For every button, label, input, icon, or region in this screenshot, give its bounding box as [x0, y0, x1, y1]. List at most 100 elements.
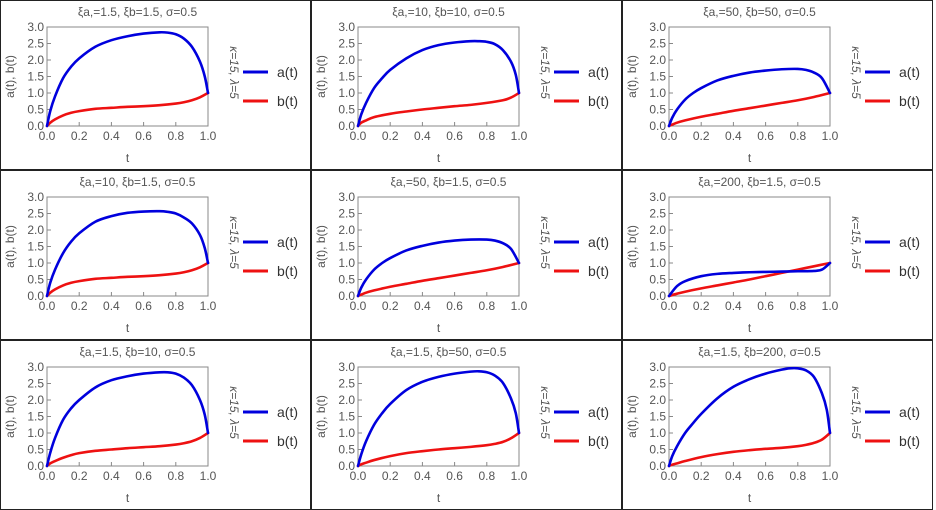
y-tick-label: 2.5: [649, 377, 666, 391]
y-tick-label: 3.0: [338, 190, 355, 204]
y-tick-label: 2.5: [338, 37, 355, 51]
series-line-a: [356, 238, 521, 298]
x-tick-label: 0.4: [103, 299, 120, 313]
chart-title: ξa,=200, ξb=1.5, σ=0.5: [698, 175, 821, 189]
x-tick-label: 1.0: [511, 469, 528, 483]
series-line-a: [45, 30, 210, 128]
x-tick-label: 0.2: [693, 469, 710, 483]
legend-label-b: b(t): [899, 263, 920, 279]
y-axis-label: a(t), b(t): [314, 55, 328, 98]
legend-label-b: b(t): [588, 263, 609, 279]
plot-frame: [46, 26, 209, 127]
legend-label-b: b(t): [588, 93, 609, 109]
x-tick-label: 0.0: [39, 129, 56, 143]
y-tick-label: 1.5: [27, 70, 44, 84]
x-axis-label: t: [126, 491, 130, 505]
series-line-b: [356, 431, 521, 468]
y-tick-label: 1.0: [338, 426, 355, 440]
y-tick-label: 3.0: [338, 20, 355, 34]
chart-title: ξa,=50, ξb=50, σ=0.5: [703, 5, 816, 19]
x-tick-label: 0.0: [39, 469, 56, 483]
x-tick-label: 0.8: [478, 129, 495, 143]
y-axis-label: a(t), b(t): [3, 225, 17, 268]
chart-title: ξa,=10, ξb=10, σ=0.5: [392, 5, 505, 19]
y-tick-label: 1.5: [649, 240, 666, 254]
y-tick-label: 0.5: [649, 443, 666, 457]
x-tick-label: 0.4: [725, 299, 742, 313]
y-tick-label: 3.0: [649, 20, 666, 34]
legend-label-a: a(t): [588, 64, 609, 80]
chart-title: ξa,=50, ξb=1.5, σ=0.5: [391, 175, 507, 189]
y-tick-label: 0.5: [649, 103, 666, 117]
panel-border: [622, 340, 933, 510]
panel-border: [311, 0, 622, 170]
x-tick-label: 1.0: [200, 469, 217, 483]
series-line-a: [667, 67, 832, 128]
y-tick-label: 3.0: [27, 20, 44, 34]
x-tick-label: 0.8: [478, 299, 495, 313]
legend-label-b: b(t): [588, 433, 609, 449]
x-tick-label: 0.2: [382, 129, 399, 143]
y-axis-label: a(t), b(t): [3, 55, 17, 98]
parameter-label: κ=15, λ=5: [538, 216, 552, 269]
y-tick-label: 1.0: [649, 256, 666, 270]
series-line-b: [45, 261, 210, 298]
y-tick-label: 2.5: [27, 207, 44, 221]
x-tick-label: 0.2: [693, 299, 710, 313]
legend-label-a: a(t): [277, 404, 298, 420]
x-tick-label: 0.4: [414, 129, 431, 143]
y-tick-label: 3.0: [27, 360, 44, 374]
panel-border: [622, 0, 933, 170]
legend-label-b: b(t): [277, 93, 298, 109]
y-tick-label: 0.0: [27, 289, 44, 303]
x-tick-label: 0.6: [446, 299, 463, 313]
y-tick-label: 2.5: [27, 37, 44, 51]
x-tick-label: 0.0: [661, 469, 678, 483]
series-line-b: [356, 91, 521, 128]
plot-frame: [46, 366, 209, 467]
y-tick-label: 1.5: [27, 410, 44, 424]
y-axis-label: a(t), b(t): [314, 225, 328, 268]
panel-border: [0, 170, 311, 340]
x-axis-label: t: [437, 321, 441, 335]
parameter-label: κ=15, λ=5: [849, 216, 863, 269]
legend-label-b: b(t): [277, 263, 298, 279]
chart-title: ξa,=10, ξb=1.5, σ=0.5: [80, 175, 196, 189]
y-tick-label: 2.0: [338, 53, 355, 67]
y-tick-label: 2.5: [338, 377, 355, 391]
x-axis-label: t: [748, 151, 752, 165]
x-axis-label: t: [437, 151, 441, 165]
y-tick-label: 0.5: [649, 273, 666, 287]
y-tick-label: 2.0: [338, 223, 355, 237]
y-tick-label: 0.0: [27, 119, 44, 133]
y-tick-label: 2.0: [649, 53, 666, 67]
y-tick-label: 2.5: [649, 37, 666, 51]
x-tick-label: 1.0: [200, 299, 217, 313]
x-axis-label: t: [437, 491, 441, 505]
panel-border: [311, 340, 622, 510]
y-tick-label: 1.5: [27, 240, 44, 254]
series-line-a: [356, 369, 521, 468]
y-tick-label: 1.0: [649, 86, 666, 100]
x-tick-label: 0.4: [725, 129, 742, 143]
x-tick-label: 0.4: [414, 299, 431, 313]
plot-frame: [668, 196, 831, 297]
x-tick-label: 0.4: [414, 469, 431, 483]
x-tick-label: 0.6: [757, 299, 774, 313]
x-tick-label: 0.2: [71, 469, 88, 483]
series-line-a: [667, 261, 832, 298]
legend-label-b: b(t): [899, 433, 920, 449]
y-tick-label: 2.0: [338, 393, 355, 407]
plot-frame: [46, 196, 209, 297]
x-tick-label: 0.2: [382, 469, 399, 483]
legend-label-a: a(t): [588, 234, 609, 250]
x-axis-label: t: [126, 151, 130, 165]
y-tick-label: 2.5: [27, 377, 44, 391]
x-tick-label: 1.0: [822, 129, 839, 143]
series-line-a: [45, 209, 210, 298]
